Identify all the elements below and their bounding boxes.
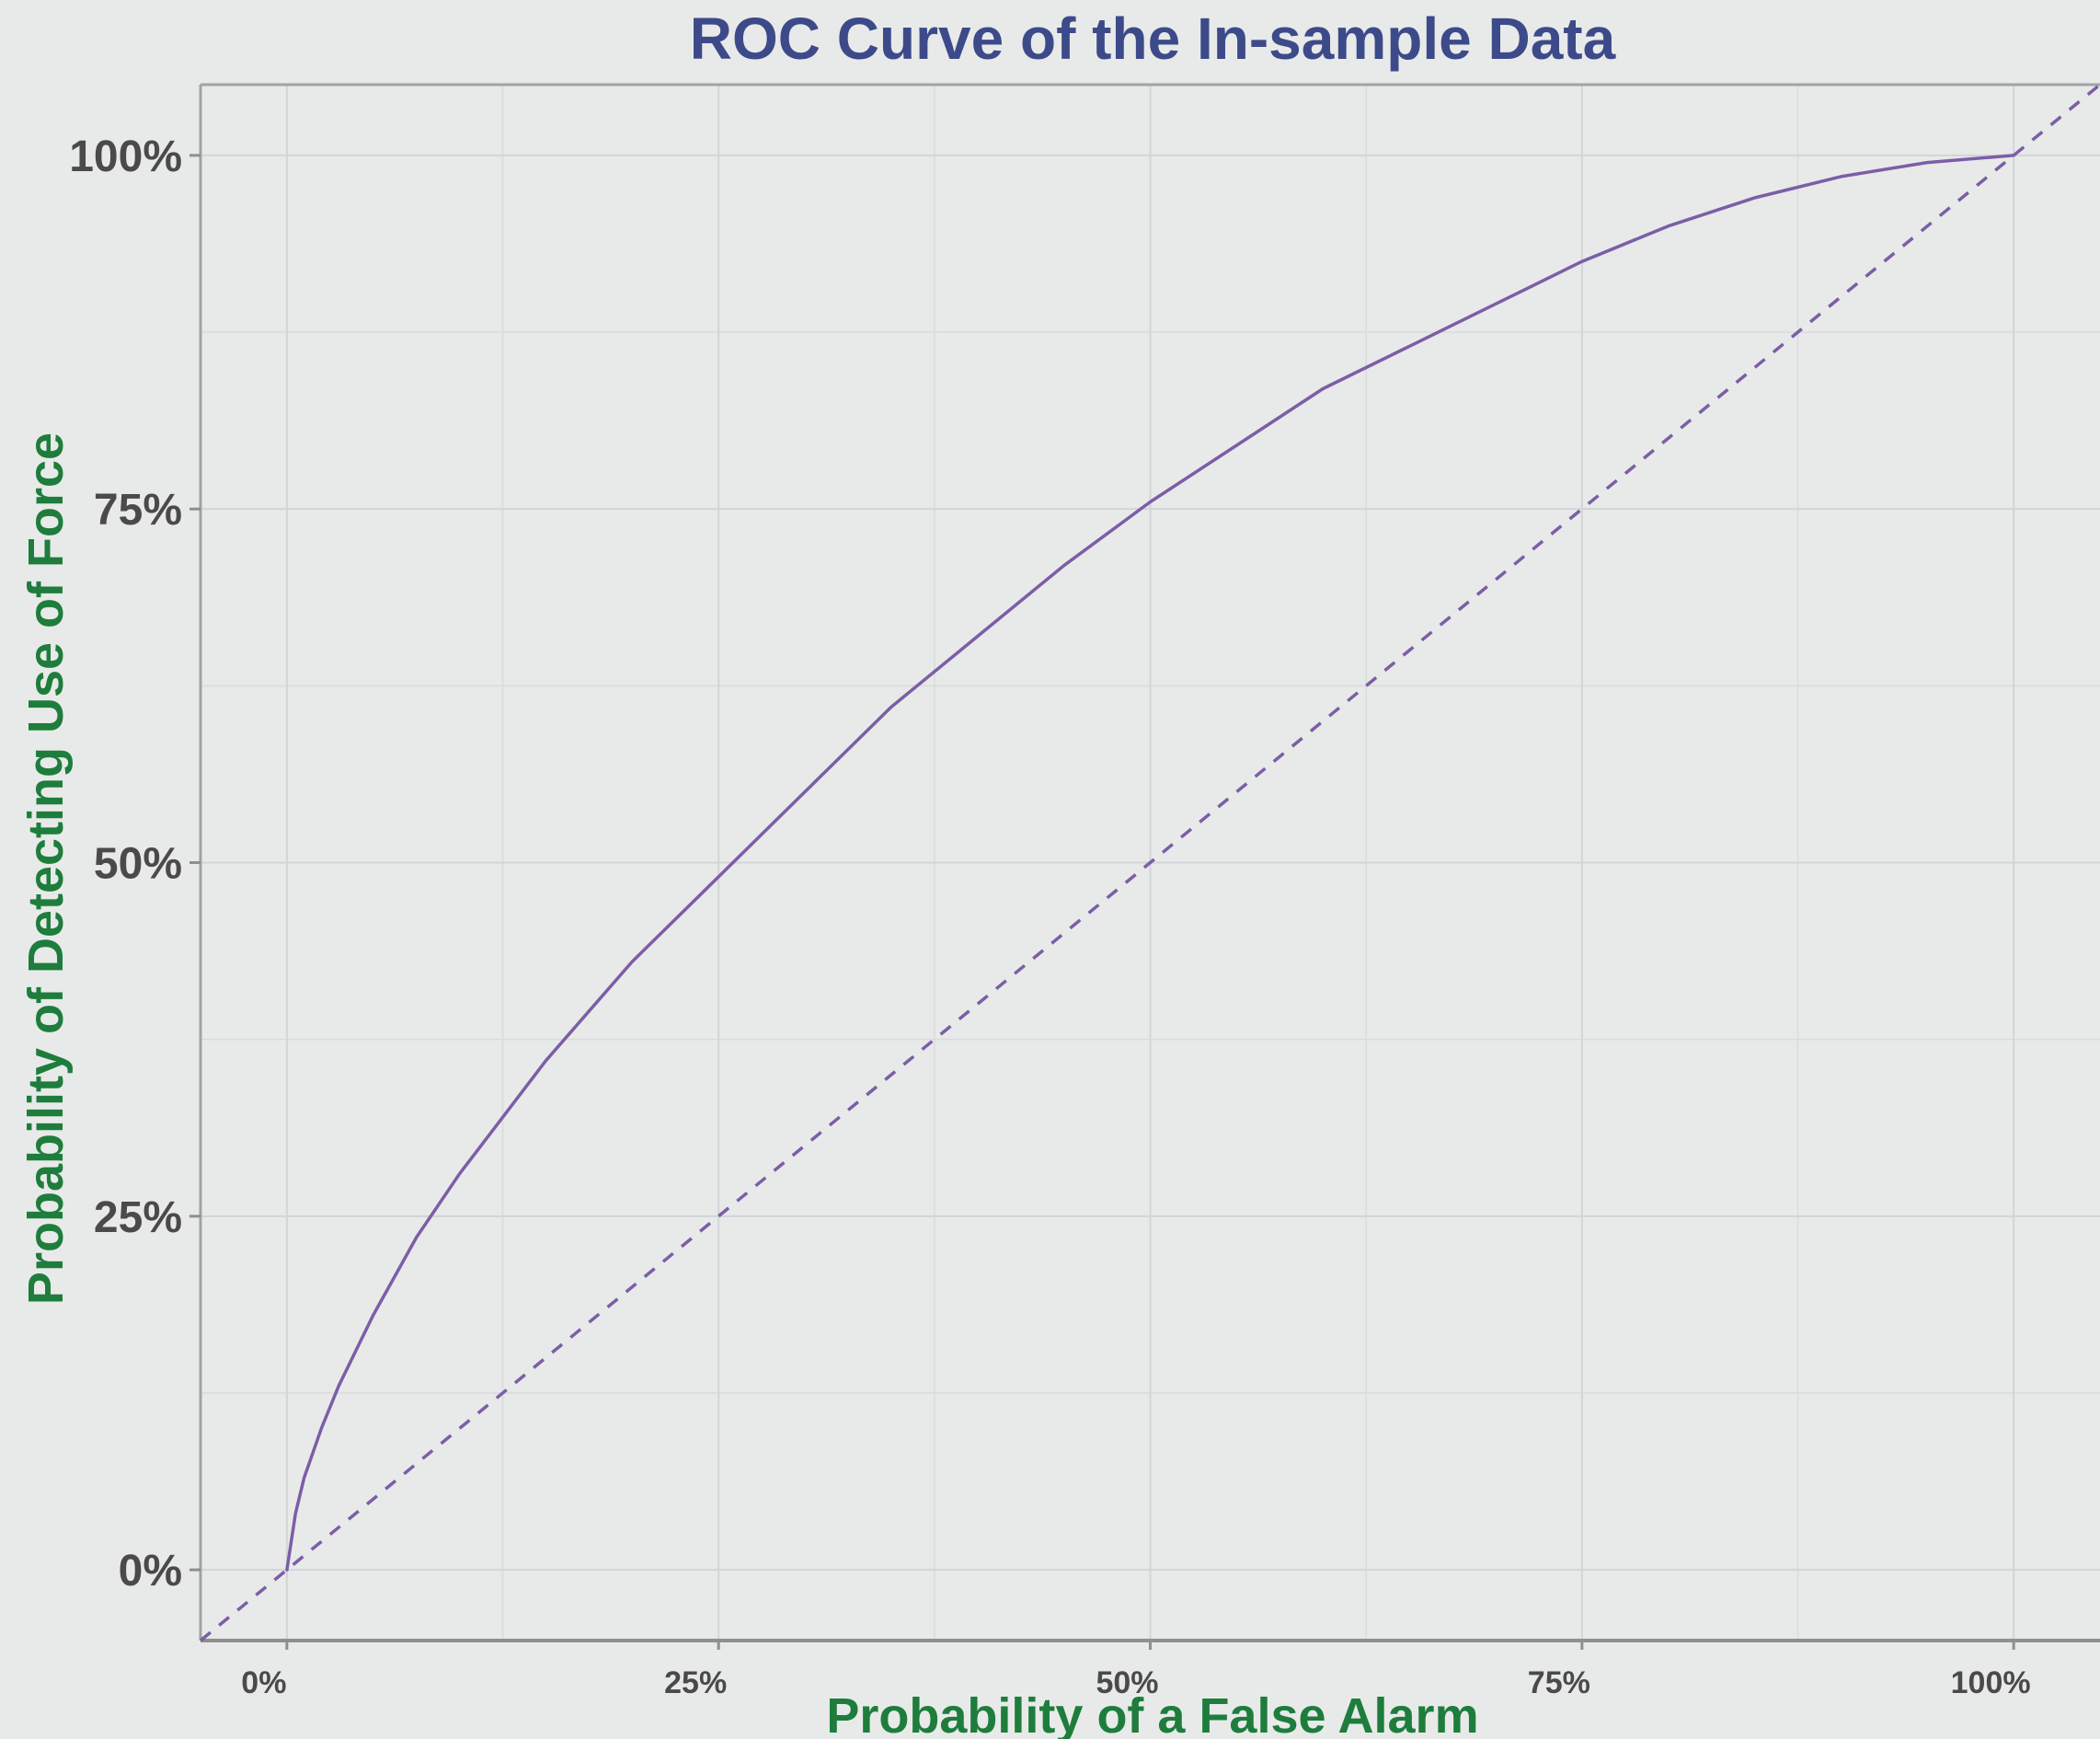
axes bbox=[189, 83, 2100, 1650]
y-tick-label: 50% bbox=[94, 840, 182, 889]
y-tick-label: 0% bbox=[119, 1547, 182, 1595]
y-tick-label: 100% bbox=[69, 132, 182, 181]
x-tick-label: 25% bbox=[664, 1665, 727, 1700]
y-tick-label: 75% bbox=[94, 486, 182, 535]
x-tick-label: 0% bbox=[241, 1665, 286, 1700]
x-tick-labels: 0% 25% 50% 75% 100% bbox=[241, 1665, 2030, 1700]
x-tick-label: 100% bbox=[1951, 1665, 2031, 1700]
x-axis-title: Probability of a False Alarm bbox=[826, 1688, 1478, 1739]
y-tick-label: 25% bbox=[94, 1193, 182, 1242]
x-tick-label: 50% bbox=[1096, 1665, 1158, 1700]
roc-curve-line bbox=[285, 154, 2015, 1572]
y-axis-title: Probability of Detecting Use of Force bbox=[18, 432, 74, 1305]
y-tick-labels: 0% 25% 50% 75% 100% bbox=[69, 132, 182, 1595]
chart-title: ROC Curve of the In-sample Data bbox=[690, 6, 1616, 72]
reference-diagonal-line bbox=[199, 83, 2100, 1642]
series-layer bbox=[199, 83, 2100, 1642]
x-tick-label: 75% bbox=[1528, 1665, 1590, 1700]
